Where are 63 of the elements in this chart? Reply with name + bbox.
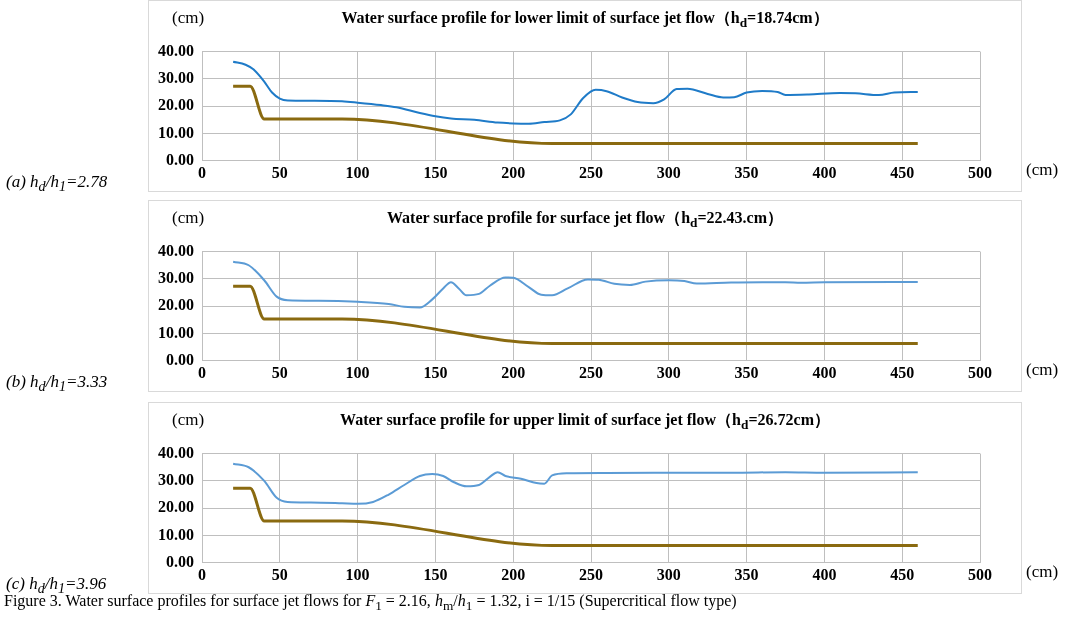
x-tick-label: 350	[734, 363, 759, 381]
x-tick-label: 350	[734, 565, 759, 583]
y-tick-label: 10.00	[158, 525, 194, 543]
y-tick-label: 10.00	[158, 123, 194, 141]
y-tick-label: 20.00	[158, 498, 194, 516]
y-tick-label: 20.00	[158, 96, 194, 114]
x-tick-label: 400	[812, 565, 837, 583]
y-tick-label: 30.00	[158, 471, 194, 489]
x-tick-label: 0	[198, 163, 206, 181]
x-tick-label: 100	[345, 565, 370, 583]
x-tick-label: 400	[812, 363, 837, 381]
y-tick-label: 40.00	[158, 41, 194, 59]
x-tick-label: 450	[890, 565, 915, 583]
text: (a) h$_{d}$/h$_{1}$=2.78	[6, 172, 108, 196]
x-tick-label: 450	[890, 163, 915, 181]
x-tick-label: 500	[968, 565, 992, 583]
x-tick-label: 100	[345, 363, 370, 381]
x-tick-label: 300	[656, 363, 681, 381]
y-tick-label: 40.00	[158, 241, 194, 259]
x-tick-label: 50	[271, 565, 288, 583]
line-series	[232, 260, 919, 309]
x-tick-label: 0	[198, 565, 206, 583]
y-axis-title: (cm)	[172, 208, 205, 228]
chart-title: Water surface profile for lower limit of surface jet flow（h$_{d}$=18.74cm）	[341, 9, 829, 31]
x-tick-label: 150	[423, 363, 448, 381]
x-tick-label: 300	[656, 163, 681, 181]
x-tick-label: 500	[968, 363, 992, 381]
y-tick-label: 40.00	[158, 443, 194, 461]
x-axis-title: (cm)	[1026, 160, 1059, 180]
y-tick-label: 30.00	[158, 69, 194, 87]
chart-title: Water surface profile for surface jet flow（h$_{d}$=22.43.cm）	[387, 209, 783, 231]
x-tick-label: 250	[579, 163, 603, 181]
x-tick-label: 250	[579, 565, 603, 583]
y-axis-title: (cm)	[172, 410, 205, 430]
x-tick-label: 200	[501, 163, 526, 181]
x-tick-label: 250	[579, 363, 603, 381]
x-tick-label: 100	[345, 163, 370, 181]
text: (b) h$_{d}$/h$_{1}$=3.33	[6, 372, 108, 396]
y-tick-label: 0.00	[166, 150, 194, 168]
x-tick-label: 50	[271, 163, 288, 181]
y-tick-label: 20.00	[158, 296, 194, 314]
y-tick-label: 0.00	[166, 350, 194, 368]
x-tick-label: 200	[501, 363, 526, 381]
x-tick-label: 200	[501, 565, 526, 583]
x-tick-label: 150	[423, 565, 448, 583]
line-series	[232, 60, 919, 125]
y-tick-label: 30.00	[158, 269, 194, 287]
x-tick-label: 500	[968, 163, 992, 181]
y-tick-label: 10.00	[158, 323, 194, 341]
x-tick-label: 350	[734, 163, 759, 181]
text: Figure 3. Water surface profiles for surface jet flows for F$_{1}$ = 2.16, h$_{m}$/h$_{1}$ = 1.32, i = 1/15 (Supercritical flow type)	[4, 592, 737, 614]
line-series	[232, 462, 919, 505]
x-tick-label: 300	[656, 565, 681, 583]
y-axis-title: (cm)	[172, 8, 205, 28]
chart-title: Water surface profile for upper limit of surface jet flow（h$_{d}$=26.72cm）	[340, 411, 830, 433]
x-tick-label: 400	[812, 163, 837, 181]
x-tick-label: 150	[423, 163, 448, 181]
x-axis-title: (cm)	[1026, 360, 1059, 380]
x-tick-label: 450	[890, 363, 915, 381]
x-axis-title: (cm)	[1026, 562, 1059, 582]
y-tick-label: 0.00	[166, 552, 194, 570]
x-tick-label: 50	[271, 363, 288, 381]
x-tick-label: 0	[198, 363, 206, 381]
